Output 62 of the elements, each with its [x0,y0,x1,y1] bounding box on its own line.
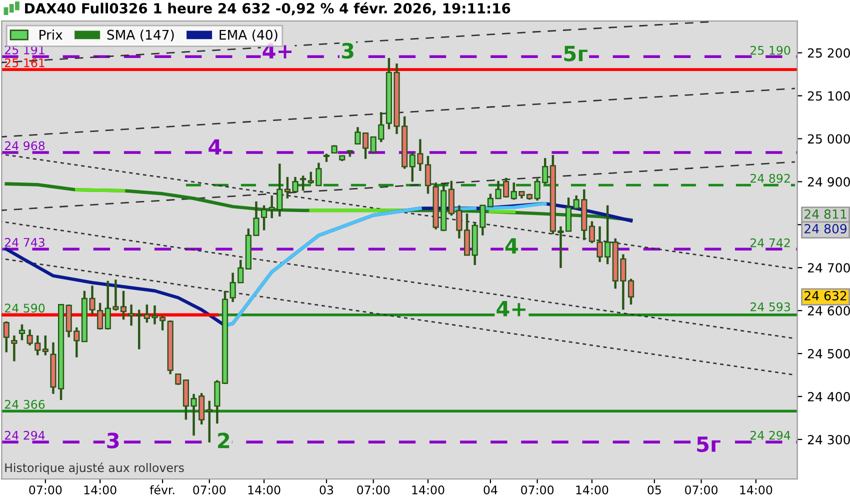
text: 24 809 [804,224,847,234]
x-tick-label: 14:00 [84,485,116,494]
candlestick [42,334,48,356]
candlestick [120,290,127,321]
x-tick-label: 05 [648,485,661,494]
annotation: 3 [107,432,119,448]
y-tick-label: 25 000 [808,134,850,144]
x-tick-label: 07:00 [193,485,226,494]
x-tick-label: févr. [150,484,174,494]
annotation: 2 [218,432,230,448]
x-tick-label: 14:00 [412,485,444,494]
y-tick-label: 25 100 [808,91,850,101]
x-tick-label: 07:00 [357,485,390,494]
annotation: 4 [208,139,222,155]
candlestick [175,373,182,386]
ref-line-label: 24 366 [4,400,45,409]
x-tick-label: 04 [484,485,498,494]
ref-line-label: 24 743 [4,238,44,247]
candlestick [3,320,10,354]
annotation: 25 190 [750,46,790,55]
candlestick [18,323,26,342]
y-tick-label: 24 300 [808,434,850,444]
annotation: 4+ [262,43,292,58]
x-tick-label: 07:00 [521,485,554,494]
y-tick-label: 24 600 [808,306,850,316]
text: 24 811 [804,209,846,219]
y-tick-label: 24 700 [808,263,850,273]
x-tick-label: 14:00 [576,485,608,494]
annotation: 24 742 [750,238,790,248]
annotation: 3 [342,42,354,59]
candlestick [206,400,212,444]
legend-label: EMA (40) [220,30,278,42]
y-tick-label: 25 200 [808,48,850,58]
ref-line-label: 24 968 [4,141,45,150]
annotation: 4 [505,238,518,254]
ref-line-label: 24 590 [4,304,45,313]
ref-line-label: 25 191 [4,45,44,54]
ref-line-label: 25 161 [4,58,44,68]
candlestick [424,154,432,195]
candlestick [11,334,18,362]
y-tick-label: 24 500 [808,349,850,358]
annotation: 24 593 [750,302,790,312]
x-tick-label: 03 [320,485,334,494]
x-tick-label: 07:00 [685,485,718,494]
annotation: 24 294 [750,430,790,440]
y-tick-label: 24 400 [808,392,850,402]
annotation: 5г [697,436,720,452]
ref-line-label: 24 294 [4,430,45,440]
annotation: Historique ajusté aux rollovers [5,462,184,474]
text: 24 632 [804,291,846,300]
x-tick-label: 14:00 [740,485,772,494]
annotation: 4+ [496,301,526,316]
x-tick-label: 14:00 [248,485,280,494]
legend-label: Prix [40,30,62,40]
legend-label: SMA (147) [107,30,174,42]
x-tick-label: 07:00 [29,485,62,494]
y-tick-label: 24 900 [808,177,850,187]
annotation: 5г [564,46,588,62]
chart-title: DAX40 Full0326 1 heure 24 632 -0,92 % 4 févr. 2026, 19:11:16 [25,2,510,16]
annotation: 24 892 [750,174,790,183]
candlestick [300,174,306,192]
candlestick [628,278,634,306]
